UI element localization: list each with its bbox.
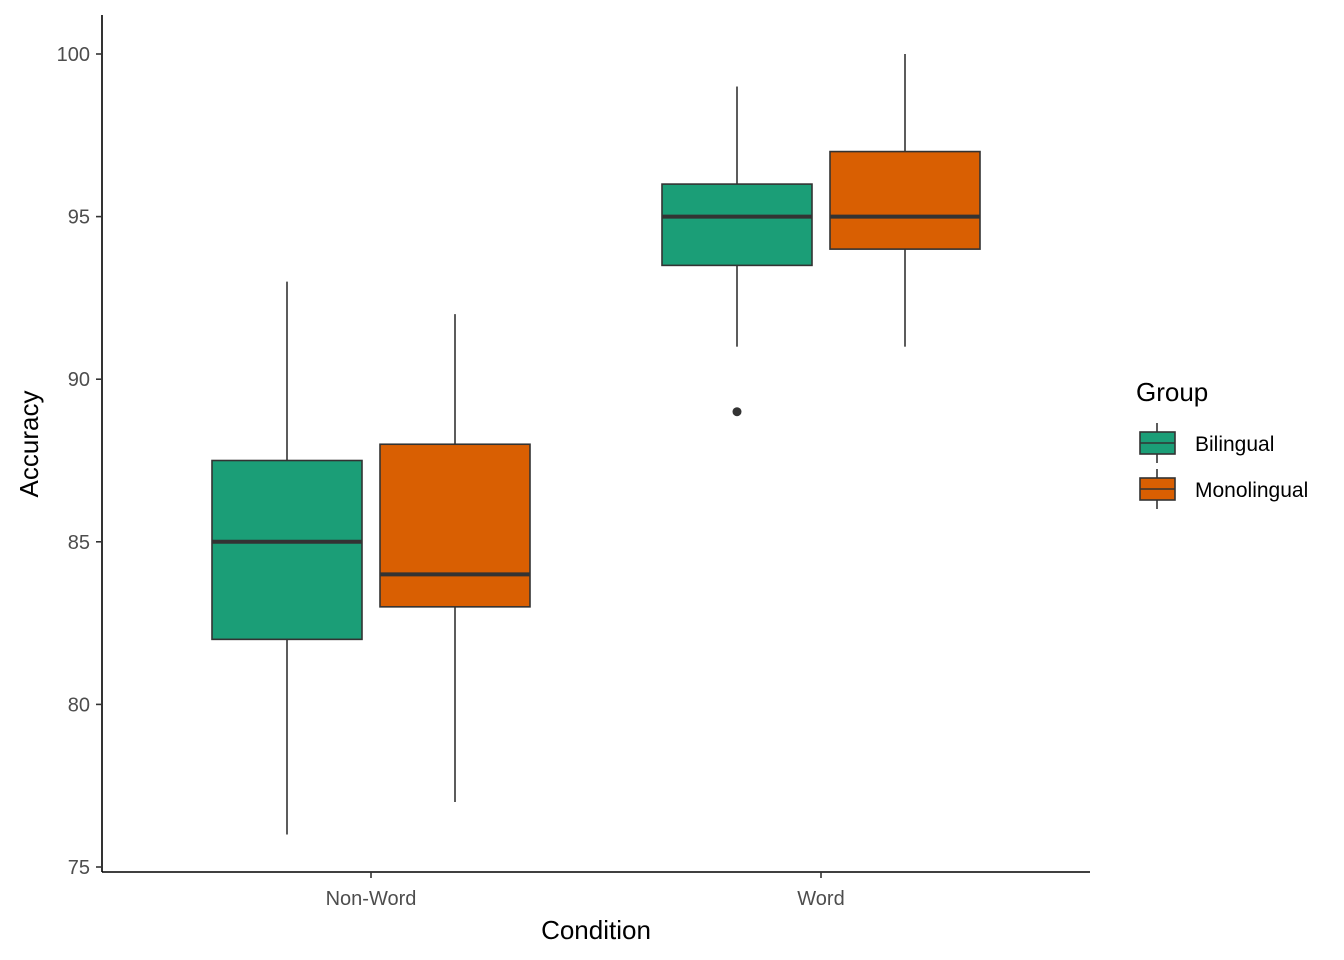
legend-item-monolingual: Monolingual: [1139, 469, 1308, 509]
legend: Group Bilingual Monolingual: [1136, 377, 1308, 509]
boxes-layer: [211, 54, 981, 835]
x-tick-label: Non-Word: [326, 888, 417, 910]
y-tick-label: 90: [68, 369, 90, 391]
box-bilingual-word: [661, 86, 813, 417]
axes-layer: [101, 15, 1090, 873]
legend-items: Bilingual Monolingual: [1139, 423, 1308, 509]
box-monolingual-word: [829, 54, 981, 347]
x-axis-title: Condition: [541, 915, 651, 945]
legend-label: Bilingual: [1195, 433, 1274, 456]
legend-label: Monolingual: [1195, 479, 1308, 502]
box-body: [211, 459, 363, 641]
y-tick-label: 75: [68, 857, 90, 879]
y-tick-label: 80: [68, 694, 90, 716]
y-axis-title: Accuracy: [14, 391, 44, 498]
legend-item-bilingual: Bilingual: [1139, 423, 1274, 463]
y-tick-label: 95: [68, 207, 90, 229]
box-monolingual-non-word: [379, 314, 531, 802]
x-ticks: Non-Word Word: [326, 872, 845, 910]
legend-title: Group: [1136, 377, 1208, 407]
box-body: [661, 183, 813, 267]
outlier-point: [732, 407, 742, 417]
y-tick-label: 85: [68, 532, 90, 554]
x-tick-label: Word: [797, 888, 844, 910]
box-bilingual-non-word: [211, 281, 363, 835]
y-ticks: 75 80 85 90 95 100: [57, 44, 102, 879]
box-body: [379, 443, 531, 608]
y-tick-label: 100: [57, 44, 90, 66]
box-body: [829, 150, 981, 250]
